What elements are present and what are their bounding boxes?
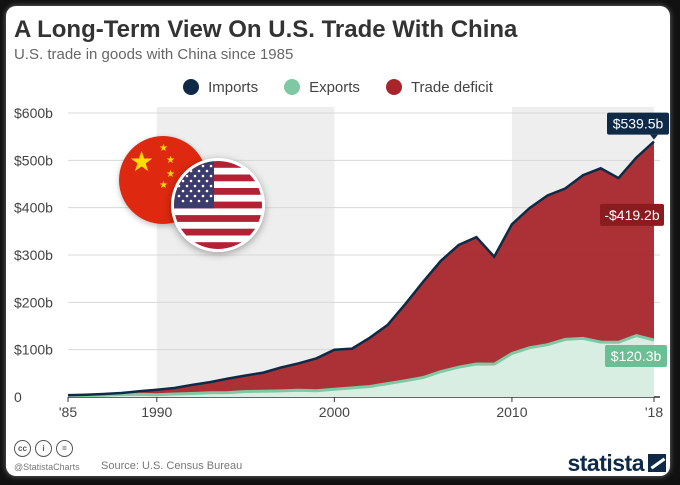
source-note: Source: U.S. Census Bureau <box>101 460 243 472</box>
license-icons: cc i = <box>14 440 73 457</box>
y-tick-label: $100b <box>14 342 53 358</box>
flag-star-icon: ★ <box>166 155 175 166</box>
y-tick-label: $200b <box>14 294 53 310</box>
legend-swatch-deficit <box>385 79 402 95</box>
series-line-exports <box>67 334 655 398</box>
attribution-icon: i <box>35 440 52 457</box>
flag-star-icon: ★ <box>166 169 175 180</box>
annotation-imports-box <box>607 112 669 135</box>
chart-subtitle: U.S. trade in goods with China since 198… <box>14 46 294 63</box>
annotation-deficit: -$419.2b <box>604 207 659 223</box>
x-tick-label: '85 <box>59 404 77 420</box>
creative-commons-icon: cc <box>14 440 31 457</box>
y-tick-label: 0 <box>14 389 22 405</box>
no-derivatives-icon: = <box>56 440 73 457</box>
x-tick-label: 2010 <box>496 404 527 420</box>
legend-swatch-exports <box>284 79 301 95</box>
flag-star-icon: ★ <box>129 146 155 177</box>
annotation-imports: $539.5b <box>613 116 664 132</box>
annotation-exports: $120.3b <box>611 348 662 364</box>
legend-item-deficit: Trade deficit <box>385 78 493 96</box>
chart-legend: Imports Exports Trade deficit <box>6 76 670 98</box>
y-tick-label: $400b <box>14 200 53 216</box>
legend-label-exports: Exports <box>309 78 360 96</box>
chart-title: A Long-Term View On U.S. Trade With Chin… <box>14 16 518 43</box>
y-tick-label: $500b <box>14 152 53 168</box>
statista-logo-mark-icon <box>648 454 666 472</box>
legend-label-deficit: Trade deficit <box>410 78 493 96</box>
legend-swatch-imports <box>183 79 200 95</box>
chart-plot: $600b $500b $400b $300b $200b $100b 0 '85 1990 20… <box>14 105 669 420</box>
statista-logo: statista <box>567 450 644 476</box>
chart-card: A Long-Term View On U.S. Trade With Chin… <box>6 6 670 476</box>
x-tick-label: 1990 <box>141 404 172 420</box>
legend-item-exports: Exports <box>284 79 360 96</box>
us-flag-graphic <box>174 161 262 249</box>
legend-item-imports: Imports <box>183 79 258 96</box>
annotation-deficit-box <box>600 203 664 226</box>
y-tick-label: $300b <box>14 247 53 263</box>
flag-star-icon: ★ <box>159 180 168 191</box>
y-tick-label: $600b <box>14 105 53 121</box>
series-line-imports <box>67 140 655 397</box>
annotation-exports-box <box>605 345 667 368</box>
series-area-trade-deficit <box>68 141 654 396</box>
x-tick-label: 2000 <box>319 404 350 420</box>
legend-label-imports: Imports <box>208 78 259 96</box>
flag-star-icon: ★ <box>159 143 168 154</box>
twitter-handle: @StatistaCharts <box>14 462 80 472</box>
annotation-imports-pointer <box>650 134 658 140</box>
series-area-exports <box>68 335 654 397</box>
us-flag-icon <box>171 158 265 252</box>
x-tick-label: '18 <box>645 404 663 420</box>
